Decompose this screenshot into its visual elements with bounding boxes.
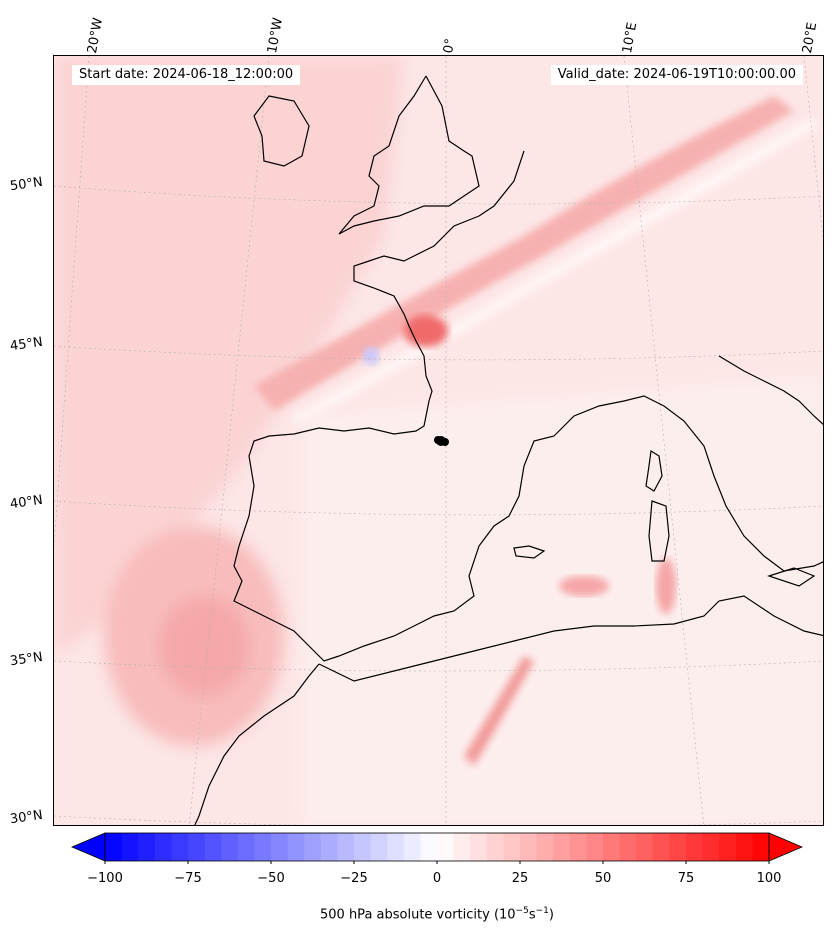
colorbar-segment: [586, 833, 604, 861]
lat-label-50n: 50°N: [9, 174, 44, 195]
colorbar-segment: [669, 833, 687, 861]
coast-corsica: [645, 449, 663, 492]
colorbar-segment: [154, 833, 172, 861]
map-panel[interactable]: Start date: 2024-06-18_12:00:00 Valid_da…: [53, 55, 824, 826]
vorticity-jet-white-streak: [294, 116, 819, 426]
coast-north-africa-med: [318, 595, 823, 682]
colorbar-segment: [437, 833, 455, 861]
colorbar-segment: [636, 833, 654, 861]
colorbar-segment: [237, 833, 255, 861]
cbar-tick-neg50: −50: [257, 871, 285, 886]
colorbar-segment: [320, 833, 338, 861]
lat-label-30n: 30°N: [9, 807, 44, 828]
vorticity-max-biscay: [404, 315, 448, 347]
coast-ireland: [253, 95, 310, 167]
lat-label-35n: 35°N: [9, 649, 44, 670]
graticule: [54, 56, 823, 825]
lon-label-10e: 10°E: [620, 21, 641, 55]
vorticity-sardinia-max: [656, 558, 676, 614]
colorbar-segment: [204, 833, 222, 861]
colorbar-segment: [453, 833, 471, 861]
colorbar-segment: [271, 833, 289, 861]
colorbar-segment: [603, 833, 621, 861]
coast-great-britain: [338, 75, 480, 235]
colorbar-segment: [470, 833, 488, 861]
colorbar-segment: [254, 833, 272, 861]
vorticity-algeria-streak: [464, 656, 534, 766]
lon-label-20e: 20°E: [800, 21, 821, 55]
cbar-tick-neg75: −75: [174, 871, 202, 886]
lon-label-20w: 20°W: [85, 16, 107, 55]
valid-date-label: Valid_date: 2024-06-19T10:00:00.00: [550, 65, 803, 85]
vorticity-map: [54, 56, 823, 825]
cbar-tick-neg100: −100: [87, 871, 123, 886]
colorbar-segment: [337, 833, 355, 861]
colorbar-segment: [221, 833, 239, 861]
vorticity-med-region: [304, 376, 823, 825]
coastlines: [194, 75, 823, 825]
colorbar-segment: [420, 833, 438, 861]
colorbar-segment: [138, 833, 156, 861]
cbar-tick-0: 0: [432, 871, 442, 886]
colorbar-segment: [105, 833, 123, 861]
colorbar-segment: [188, 833, 206, 861]
cbar-tick-100: 100: [756, 871, 782, 886]
colorbar-segment: [652, 833, 670, 861]
cbar-tick-neg25: −25: [340, 871, 368, 886]
colorbar-segment: [287, 833, 305, 861]
vorticity-iberia-low-core: [159, 596, 249, 696]
colorbar-segment: [553, 833, 571, 861]
colorbar-segment: [486, 833, 504, 861]
vorticity-med-max: [559, 576, 609, 596]
colorbar-extend-max: [768, 832, 804, 862]
coast-sardinia: [648, 500, 670, 562]
colorbar: [70, 832, 804, 864]
colorbar-segment: [171, 833, 189, 861]
start-date-label: Start date: 2024-06-18_12:00:00: [72, 65, 301, 85]
cbar-tick-25: 25: [511, 871, 529, 886]
lat-label-45n: 45°N: [9, 334, 44, 355]
colorbar-segment: [370, 833, 388, 861]
colorbar-segment: [536, 833, 554, 861]
coast-italy: [718, 355, 823, 425]
vorticity-jet-band: [254, 96, 794, 411]
colorbar-extend-min: [70, 832, 106, 862]
colorbar-segment: [520, 833, 538, 861]
colorbar-segment: [121, 833, 139, 861]
coast-europe: [233, 150, 823, 662]
lon-label-0: 0°: [441, 37, 459, 55]
cbar-tick-75: 75: [677, 871, 695, 886]
colorbar-segment: [719, 833, 737, 861]
colorbar-segment: [403, 833, 421, 861]
cbar-tick-50: 50: [594, 871, 612, 886]
colorbar-segment: [354, 833, 372, 861]
colorbar-segment: [503, 833, 521, 861]
colorbar-segment: [304, 833, 322, 861]
colorbar-segment: [752, 833, 770, 861]
coast-north-africa: [194, 663, 320, 825]
colorbar-segment: [619, 833, 637, 861]
location-marker: [434, 436, 449, 446]
colorbar-segment: [686, 833, 704, 861]
coast-sicily: [767, 567, 816, 587]
lat-label-40n: 40°N: [9, 492, 44, 513]
lon-label-10w: 10°W: [265, 16, 287, 55]
vorticity-min-biscay: [363, 347, 379, 365]
vorticity-atlantic-region: [54, 56, 404, 656]
colorbar-segment: [735, 833, 753, 861]
colorbar-segment: [387, 833, 405, 861]
colorbar-segment: [569, 833, 587, 861]
coast-balearics: [513, 545, 546, 559]
colorbar-title: 500 hPa absolute vorticity (10−5s−1): [320, 906, 554, 923]
colorbar-segment: [702, 833, 720, 861]
